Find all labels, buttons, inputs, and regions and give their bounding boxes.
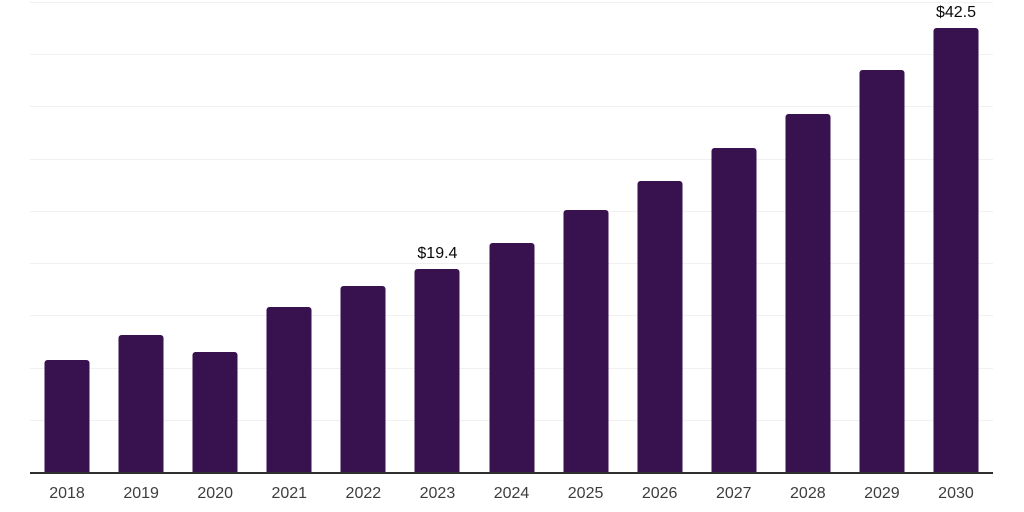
bar-2028 — [785, 113, 831, 472]
bar-2023 — [414, 269, 460, 472]
bars-container: $19.4 $42.5 — [30, 2, 993, 472]
x-tick-2029: 2029 — [864, 485, 900, 502]
bar-2022 — [340, 286, 386, 472]
bar-2021 — [266, 306, 312, 472]
x-axis-line — [30, 472, 993, 474]
x-tick-2030: 2030 — [938, 485, 974, 502]
bar-2020 — [192, 351, 238, 472]
bar-2027 — [711, 148, 757, 472]
x-tick-2027: 2027 — [715, 485, 752, 502]
gridline-45 — [30, 2, 993, 3]
band-2028 — [771, 2, 845, 472]
x-tick-2021: 2021 — [271, 485, 308, 502]
x-tick-2028: 2028 — [790, 485, 826, 502]
band-2029 — [845, 2, 919, 472]
band-2022 — [326, 2, 400, 472]
band-2030: $42.5 — [919, 2, 993, 472]
x-tick-2020: 2020 — [197, 485, 233, 502]
x-tick-2019: 2019 — [123, 485, 159, 502]
bar-2018 — [44, 360, 90, 472]
x-tick-2026: 2026 — [641, 485, 678, 502]
gridline-30 — [30, 158, 993, 160]
band-2026 — [623, 2, 697, 472]
band-2019 — [104, 2, 178, 472]
bar-2029 — [859, 69, 905, 472]
band-2020 — [178, 2, 252, 472]
x-tick-2024: 2024 — [493, 485, 530, 502]
bar-2030 — [933, 28, 979, 472]
x-axis-labels: 2018 2019 2020 2021 2022 2023 2024 2025 2026 2027… — [30, 472, 993, 502]
plot-area: $19.4 $42.5 — [30, 2, 993, 474]
bar-2025 — [563, 209, 609, 472]
band-2021 — [252, 2, 326, 472]
bar-2024 — [489, 243, 534, 472]
data-label-2023: $19.4 — [417, 245, 458, 263]
gridline-40 — [30, 54, 993, 56]
gridline-35 — [30, 106, 993, 108]
band-2025 — [549, 2, 623, 472]
bar-2026 — [637, 180, 683, 472]
x-tick-2018: 2018 — [49, 485, 85, 502]
bar-2019 — [118, 335, 164, 472]
band-2018 — [30, 2, 104, 472]
x-tick-2022: 2022 — [345, 485, 382, 502]
gridline-25 — [30, 210, 993, 212]
band-2024 — [474, 2, 548, 472]
x-tick-2025: 2025 — [567, 485, 604, 502]
band-2023: $19.4 — [400, 2, 474, 472]
band-2027 — [697, 2, 771, 472]
data-label-2030: $42.5 — [935, 4, 976, 22]
x-tick-2023: 2023 — [419, 485, 456, 502]
